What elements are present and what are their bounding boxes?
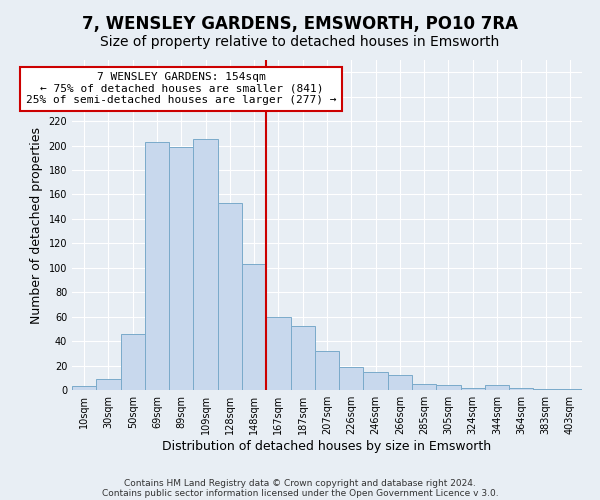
Bar bbox=[509, 388, 533, 390]
Bar bbox=[339, 367, 364, 390]
Bar bbox=[193, 140, 218, 390]
Bar bbox=[412, 384, 436, 390]
Bar bbox=[315, 351, 339, 390]
Bar bbox=[242, 264, 266, 390]
Bar bbox=[461, 388, 485, 390]
Bar bbox=[533, 389, 558, 390]
Text: 7 WENSLEY GARDENS: 154sqm
← 75% of detached houses are smaller (841)
25% of semi: 7 WENSLEY GARDENS: 154sqm ← 75% of detac… bbox=[26, 72, 337, 106]
Bar bbox=[169, 147, 193, 390]
Bar bbox=[290, 326, 315, 390]
Text: 7, WENSLEY GARDENS, EMSWORTH, PO10 7RA: 7, WENSLEY GARDENS, EMSWORTH, PO10 7RA bbox=[82, 15, 518, 33]
Text: Contains public sector information licensed under the Open Government Licence v : Contains public sector information licen… bbox=[101, 488, 499, 498]
Bar bbox=[485, 385, 509, 390]
X-axis label: Distribution of detached houses by size in Emsworth: Distribution of detached houses by size … bbox=[163, 440, 491, 453]
Bar bbox=[558, 389, 582, 390]
Bar bbox=[121, 334, 145, 390]
Text: Size of property relative to detached houses in Emsworth: Size of property relative to detached ho… bbox=[100, 35, 500, 49]
Text: Contains HM Land Registry data © Crown copyright and database right 2024.: Contains HM Land Registry data © Crown c… bbox=[124, 478, 476, 488]
Bar bbox=[145, 142, 169, 390]
Bar bbox=[218, 203, 242, 390]
Y-axis label: Number of detached properties: Number of detached properties bbox=[30, 126, 43, 324]
Bar bbox=[266, 316, 290, 390]
Bar bbox=[364, 372, 388, 390]
Bar bbox=[436, 385, 461, 390]
Bar bbox=[72, 386, 96, 390]
Bar bbox=[388, 376, 412, 390]
Bar bbox=[96, 379, 121, 390]
